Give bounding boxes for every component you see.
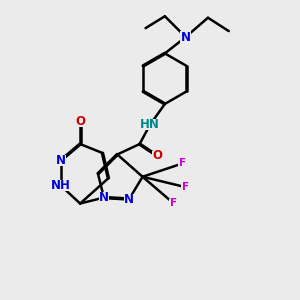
Text: F: F — [179, 158, 186, 168]
Bar — [178, 159, 188, 168]
Bar — [124, 194, 134, 204]
Text: N: N — [99, 191, 109, 204]
Bar — [152, 151, 163, 161]
Text: N: N — [56, 154, 66, 167]
Text: N: N — [124, 193, 134, 206]
Bar — [53, 181, 69, 191]
Bar — [169, 199, 178, 208]
Text: F: F — [170, 199, 177, 208]
Bar — [181, 182, 190, 192]
Text: N: N — [181, 31, 191, 44]
Text: O: O — [75, 115, 85, 128]
Bar — [142, 119, 158, 130]
Bar — [180, 32, 191, 43]
Text: F: F — [182, 182, 189, 192]
Text: O: O — [152, 149, 162, 162]
Bar — [75, 117, 86, 127]
Bar — [56, 155, 66, 166]
Text: NH: NH — [51, 179, 71, 192]
Bar — [99, 192, 109, 203]
Text: HN: HN — [140, 118, 160, 131]
